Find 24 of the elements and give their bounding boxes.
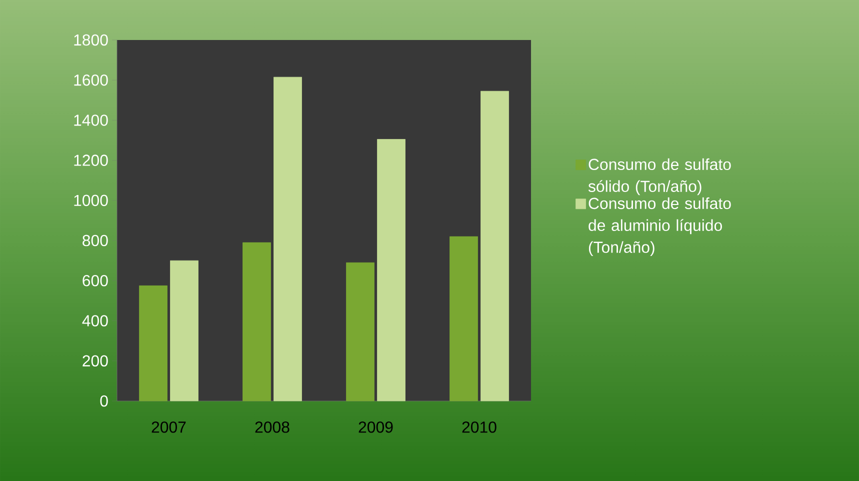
y-tick-label: 1000 — [74, 194, 108, 206]
legend-label: Consumo de sulfato de aluminio líquido (Ton/año) — [588, 197, 731, 256]
y-tick-label: 1200 — [74, 154, 108, 166]
x-tick-label: 2007 — [152, 422, 186, 433]
bar — [450, 236, 478, 402]
y-tick-label: 400 — [82, 315, 108, 326]
x-tick-label: 2009 — [358, 422, 393, 433]
x-tick-label: 2010 — [462, 422, 496, 433]
y-tick-label: 800 — [82, 234, 108, 246]
bar — [346, 262, 374, 402]
y-tick-label: 1800 — [74, 34, 108, 46]
bar — [480, 90, 509, 402]
x-tick-label: 2008 — [255, 422, 290, 433]
bar — [274, 76, 302, 402]
bar — [242, 242, 271, 402]
bar — [139, 285, 168, 402]
y-tick-label: 0 — [100, 395, 108, 407]
legend-label: Consumo de sulfato sólido (Ton/año) — [588, 158, 731, 196]
y-tick-label: 200 — [82, 355, 108, 367]
y-tick-label: 1600 — [74, 74, 108, 86]
bar — [170, 260, 198, 402]
bar — [377, 139, 406, 402]
y-tick-label: 600 — [82, 275, 108, 286]
y-tick-label: 1400 — [74, 114, 108, 126]
